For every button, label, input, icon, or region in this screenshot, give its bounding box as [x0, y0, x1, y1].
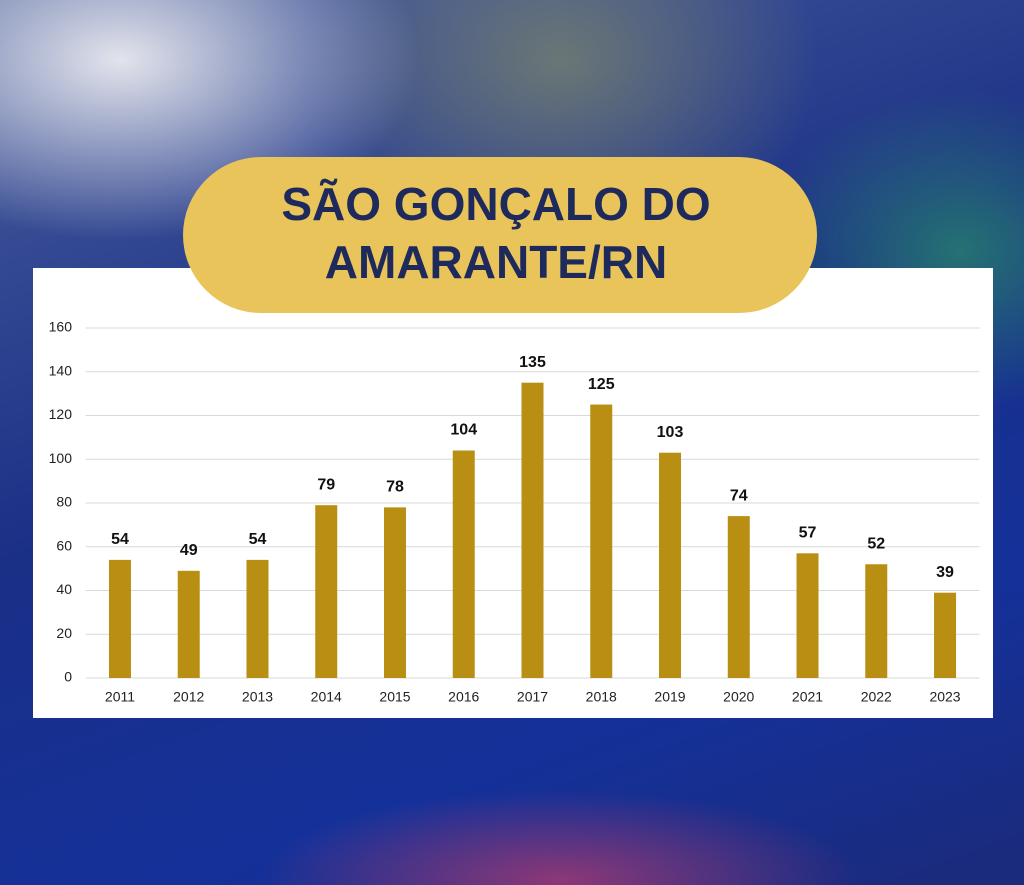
x-tick-label: 2014 — [311, 689, 342, 705]
value-label: 78 — [386, 479, 404, 496]
y-tick-label: 140 — [49, 362, 73, 378]
y-tick-label: 100 — [49, 450, 73, 466]
value-label: 125 — [588, 376, 615, 393]
bar — [659, 452, 682, 678]
bar — [108, 559, 131, 678]
title-pill — [183, 157, 817, 313]
x-tick-label: 2019 — [654, 689, 685, 705]
value-label: 57 — [799, 525, 817, 542]
bar — [727, 516, 750, 678]
bar — [796, 553, 819, 678]
value-label: 54 — [249, 531, 267, 548]
x-tick-label: 2013 — [242, 689, 273, 705]
bar — [865, 564, 888, 678]
bar — [452, 450, 475, 678]
x-tick-label: 2012 — [173, 689, 204, 705]
value-label: 104 — [450, 422, 477, 439]
y-tick-label: 0 — [64, 669, 72, 685]
y-tick-label: 60 — [56, 537, 72, 553]
bar — [521, 382, 544, 678]
bar — [934, 592, 957, 678]
x-tick-label: 2023 — [929, 689, 960, 705]
value-label: 74 — [730, 487, 748, 504]
x-tick-label: 2011 — [105, 689, 135, 705]
bar — [315, 505, 338, 678]
value-label: 135 — [519, 354, 546, 371]
bar — [590, 404, 613, 678]
chart-panel — [33, 268, 993, 718]
chart-title: AMARANTE/RN — [325, 236, 667, 288]
y-tick-label: 40 — [56, 581, 72, 597]
value-label: 52 — [867, 535, 885, 552]
x-tick-label: 2017 — [517, 689, 548, 705]
bar — [383, 507, 406, 678]
value-label: 103 — [657, 424, 684, 441]
x-tick-label: 2016 — [448, 689, 479, 705]
y-tick-label: 20 — [56, 625, 72, 641]
x-tick-label: 2018 — [586, 689, 617, 705]
y-tick-label: 120 — [49, 406, 73, 422]
y-tick-label: 160 — [49, 319, 73, 335]
y-tick-label: 80 — [56, 494, 72, 510]
x-tick-label: 2021 — [792, 689, 823, 705]
value-label: 54 — [111, 531, 129, 548]
value-label: 79 — [317, 476, 335, 493]
x-tick-label: 2015 — [379, 689, 410, 705]
chart-title: SÃO GONÇALO DO — [281, 178, 710, 230]
value-label: 49 — [180, 542, 198, 559]
value-label: 39 — [936, 564, 954, 581]
x-tick-label: 2022 — [861, 689, 892, 705]
x-tick-label: 2020 — [723, 689, 754, 705]
bar — [246, 559, 269, 678]
bar — [177, 570, 200, 678]
